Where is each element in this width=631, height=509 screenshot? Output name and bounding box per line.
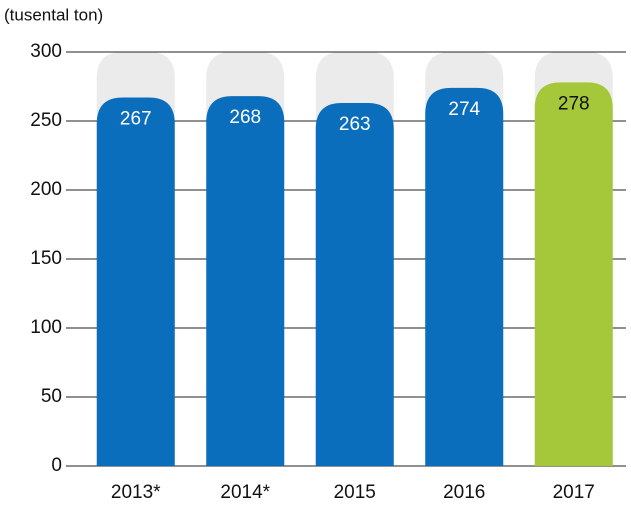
value-label: 267 [120,109,152,130]
axis-label: (tusental ton) [4,5,103,24]
y-tick-label: 200 [30,179,62,200]
x-tick-label: 2013* [111,482,161,503]
bar [534,82,613,467]
value-label: 278 [558,93,590,114]
y-tick-label: 100 [30,317,62,338]
bar [96,97,175,466]
x-tick-label: 2016 [443,482,485,503]
x-tick-label: 2017 [553,482,595,503]
y-tick-label: 0 [51,455,62,476]
x-tick-label: 2014* [220,482,270,503]
y-tick-label: 150 [30,248,62,269]
bar [425,87,504,466]
y-tick-label: 300 [30,41,62,62]
y-tick-label: 50 [41,386,62,407]
bar [315,103,394,466]
value-label: 274 [448,99,480,120]
y-tick-label: 250 [30,110,62,131]
value-label: 263 [339,114,371,135]
value-label: 268 [229,107,261,128]
bar [206,96,285,466]
x-tick-label: 2015 [334,482,376,503]
